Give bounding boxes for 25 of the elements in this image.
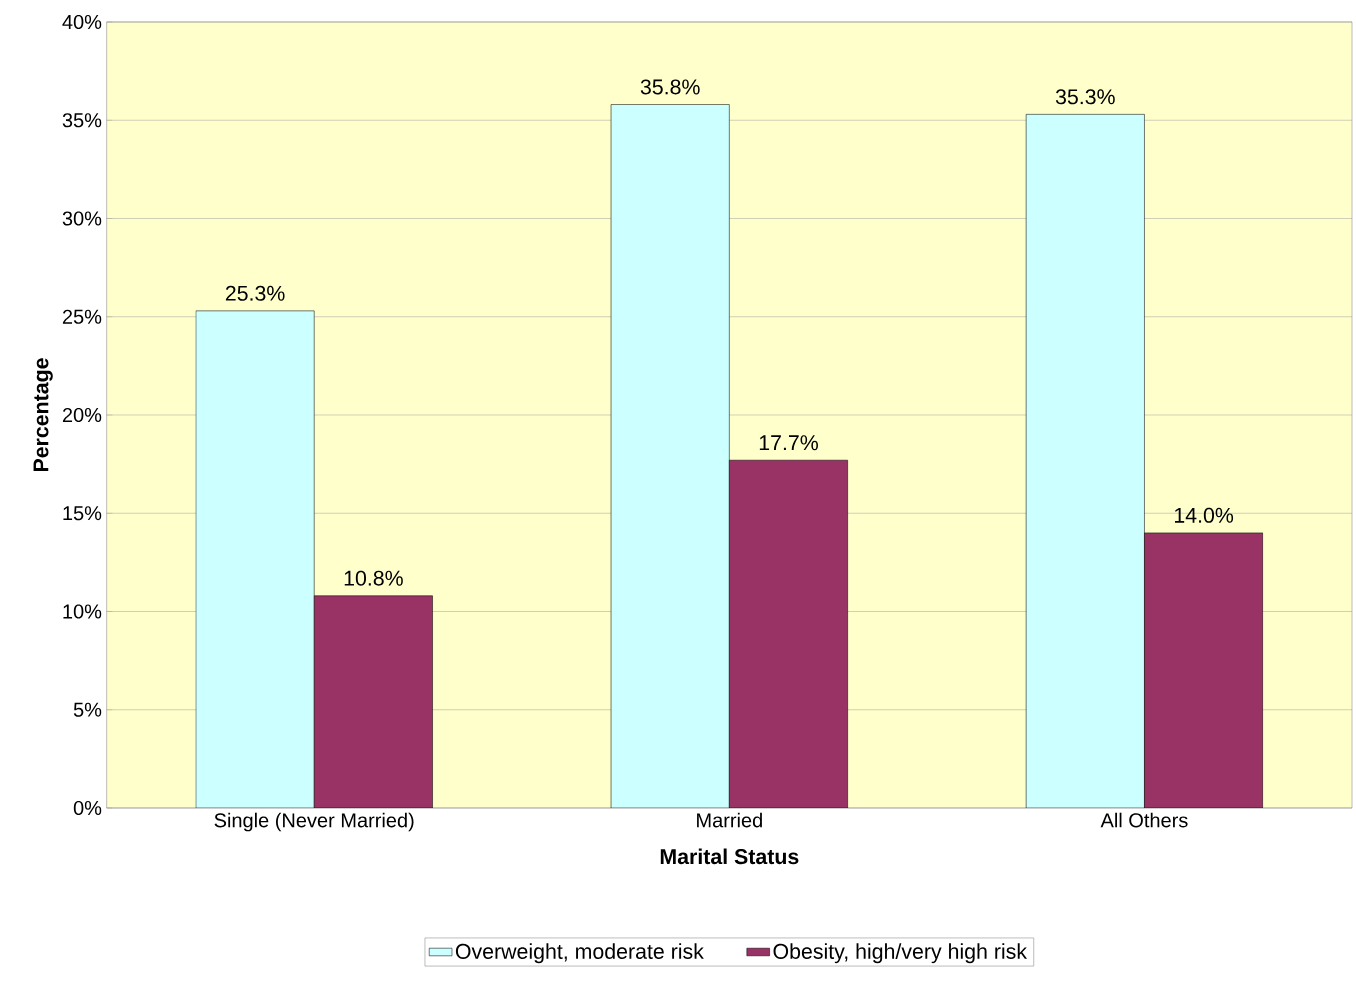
y-tick-label: 10% bbox=[63, 604, 102, 619]
legend-label: Obesity, high/very high risk bbox=[773, 943, 1028, 964]
x-tick-label: All Others bbox=[1100, 812, 1188, 828]
data-label: 14.0% bbox=[1174, 507, 1234, 523]
bar bbox=[195, 310, 315, 808]
x-axis-title: Marital Status bbox=[660, 848, 799, 865]
y-tick-label: 25% bbox=[62, 309, 102, 324]
y-tick-label: 35% bbox=[62, 113, 102, 128]
y-tick-label: 15% bbox=[63, 506, 102, 521]
data-label: 25.3% bbox=[225, 285, 285, 301]
bar bbox=[1025, 113, 1145, 808]
legend-label: Overweight, moderate risk bbox=[455, 943, 704, 964]
y-tick-label: 40% bbox=[62, 14, 102, 29]
y-tick-label: 5% bbox=[73, 702, 102, 717]
x-tick-label: Single (Never Married) bbox=[214, 812, 414, 832]
data-label: 35.3% bbox=[1055, 89, 1115, 105]
y-tick-label: 30% bbox=[62, 211, 102, 226]
data-label: 17.7% bbox=[759, 435, 818, 450]
y-axis-title: Percentage bbox=[33, 358, 53, 471]
y-tick-label: 0% bbox=[73, 800, 102, 815]
data-label: 35.8% bbox=[640, 79, 700, 95]
y-tick-label: 20% bbox=[62, 407, 102, 422]
bar bbox=[610, 104, 730, 808]
x-tick-label: Married bbox=[697, 812, 762, 828]
data-label: 10.8% bbox=[344, 570, 403, 586]
